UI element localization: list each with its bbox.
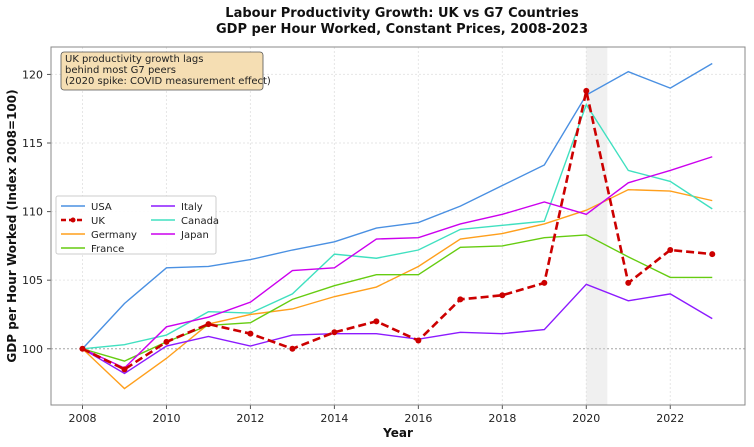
data-point-uk xyxy=(205,321,212,328)
series-line-italy xyxy=(82,283,713,375)
data-point-uk xyxy=(583,87,590,94)
legend-label: Germany xyxy=(91,230,137,241)
data-point-uk xyxy=(457,296,464,303)
series-line-usa xyxy=(81,62,713,350)
series-line-japan xyxy=(82,156,713,369)
covid-shaded-region xyxy=(586,47,608,405)
legend-label: Canada xyxy=(181,216,219,227)
data-point-uk xyxy=(247,330,254,337)
plot-frame xyxy=(50,46,746,406)
axis-ticks: 2008 2010 2012 2014 2016 2018 2020 2022 100 105 11… xyxy=(22,68,684,425)
data-point-uk xyxy=(79,345,86,352)
annotation-line: behind most G7 peers xyxy=(65,65,176,76)
series-lines xyxy=(79,62,716,390)
chart-subtitle: GDP per Hour Worked, Constant Prices, 20… xyxy=(216,22,588,37)
y-tick-label: 100 xyxy=(22,343,43,356)
covid-shade xyxy=(586,47,608,405)
series-line-canada xyxy=(82,103,713,350)
series-line-uk xyxy=(81,90,713,371)
x-tick-label: 2022 xyxy=(656,412,684,425)
x-tick-label: 2014 xyxy=(320,412,348,425)
data-point-uk xyxy=(373,318,380,325)
legend-label: Japan xyxy=(180,230,209,241)
x-axis-label: Year xyxy=(382,426,413,440)
annotation-box: UK productivity growth lags behind most … xyxy=(60,51,271,91)
x-tick-label: 2010 xyxy=(152,412,180,425)
data-point-uk xyxy=(709,251,716,258)
data-point-uk xyxy=(667,247,674,254)
legend-label: UK xyxy=(91,216,105,227)
data-point-uk xyxy=(163,338,170,345)
chart-title: Labour Productivity Growth: UK vs G7 Cou… xyxy=(225,6,579,21)
y-tick-label: 120 xyxy=(22,68,43,81)
x-tick-label: 2016 xyxy=(404,412,432,425)
y-tick-label: 115 xyxy=(22,137,43,150)
legend-label: France xyxy=(91,244,124,255)
data-point-uk xyxy=(499,292,506,299)
legend-label: Italy xyxy=(181,202,203,213)
x-tick-label: 2012 xyxy=(236,412,264,425)
data-point-uk xyxy=(415,337,422,344)
data-point-uk xyxy=(331,329,338,336)
x-tick-label: 2020 xyxy=(572,412,600,425)
x-tick-label: 2008 xyxy=(68,412,96,425)
annotation-line: UK productivity growth lags xyxy=(65,54,203,65)
data-point-uk xyxy=(541,279,548,286)
legend-box xyxy=(55,195,217,255)
y-axis-label: GDP per Hour Worked (Index 2008=100) xyxy=(5,89,19,362)
x-tick-label: 2018 xyxy=(488,412,516,425)
annotation-line: (2020 spike: COVID measurement effect) xyxy=(65,76,271,87)
legend: USA UK Germany France Italy Canada Japan xyxy=(55,195,219,255)
data-point-uk xyxy=(625,279,632,286)
legend-marker xyxy=(70,217,76,223)
data-point-uk xyxy=(289,345,296,352)
data-point-uk xyxy=(121,366,128,373)
y-tick-label: 110 xyxy=(22,206,43,219)
legend-label: USA xyxy=(91,202,112,213)
y-tick-label: 105 xyxy=(22,274,43,287)
series-line-france xyxy=(82,234,713,362)
